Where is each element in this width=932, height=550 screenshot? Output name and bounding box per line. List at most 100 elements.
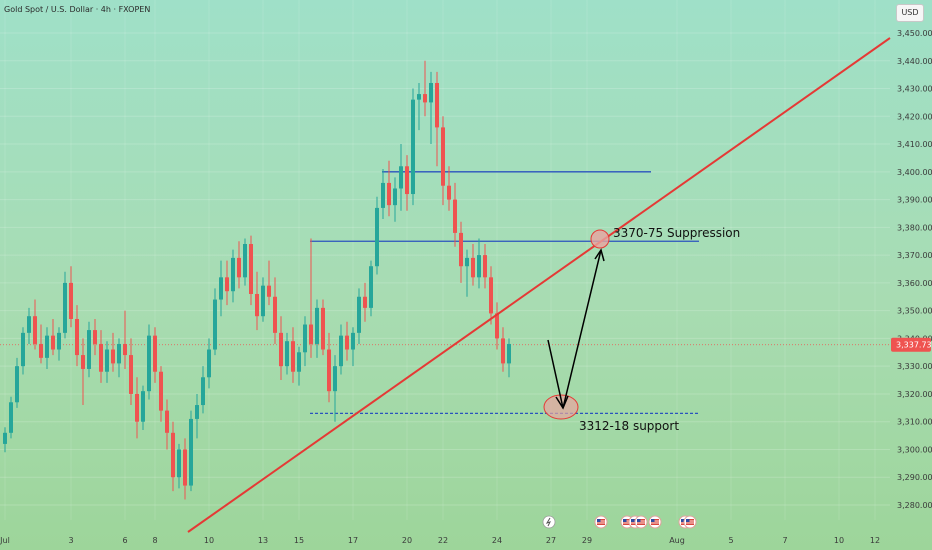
us-flag-icon-canton — [681, 519, 685, 522]
us-flag-icon[interactable] — [683, 515, 697, 529]
time-axis[interactable]: Jul 3 6 8 10 13 15 17 20 22 24 27 29 Aug 5 7 10 12 — [0, 536, 880, 545]
price-tick-label: 3,350.00 — [897, 307, 932, 316]
candles — [0, 60, 890, 500]
candle-body — [63, 282, 67, 333]
candle-body — [465, 257, 469, 267]
us-flag-icon-canton — [637, 519, 641, 522]
candle-body — [75, 318, 79, 356]
price-tick-label: 3,420.00 — [897, 112, 932, 121]
candle-body — [183, 449, 187, 486]
candle-body — [435, 82, 439, 128]
price-tick-label: 3,290.00 — [897, 473, 932, 482]
event-icons — [542, 515, 697, 529]
price-tick-label: 3,370.00 — [897, 251, 932, 260]
candle-body — [375, 207, 379, 267]
candle-body — [45, 335, 49, 358]
candle-body — [87, 330, 91, 369]
candle-body — [501, 338, 505, 364]
resistance-target-circle — [590, 229, 610, 249]
us-flag-icon-canton — [686, 519, 690, 522]
us-flag-icon[interactable] — [648, 515, 662, 529]
candle-body — [117, 343, 121, 364]
flash-icon-bolt — [545, 517, 551, 527]
candle-body — [381, 182, 385, 208]
candle-body — [33, 316, 37, 344]
time-tick-label: 8 — [152, 536, 157, 545]
currency-button[interactable]: USD — [896, 4, 924, 22]
candle-body — [189, 418, 193, 486]
candle-body — [387, 182, 391, 206]
us-flag-icon[interactable] — [634, 515, 648, 529]
candle-body — [171, 432, 175, 478]
candle-body — [399, 166, 403, 189]
price-axis[interactable]: 3,280.00 3,290.00 3,300.00 3,310.00 3,320.00… — [891, 29, 932, 510]
candle-body — [507, 343, 511, 364]
candle-body — [21, 332, 25, 367]
candle-body — [321, 307, 325, 350]
price-tick-label: 3,310.00 — [897, 418, 932, 427]
us-flag-icon-canton — [651, 519, 655, 522]
candle-body — [9, 402, 13, 433]
candle-body — [237, 257, 241, 278]
drawings: 3370-75 Suppression 3312-18 support — [187, 37, 891, 533]
candle-body — [27, 316, 31, 333]
candle-body — [405, 166, 409, 195]
price-tick-label: 3,380.00 — [897, 223, 932, 232]
candle-body — [393, 188, 397, 206]
us-flag-icon-stripes — [637, 519, 645, 525]
candle-body — [81, 355, 85, 369]
candle-body — [351, 332, 355, 350]
candle-body — [195, 405, 199, 419]
candle-body — [411, 99, 415, 195]
time-tick-label: 15 — [294, 536, 304, 545]
price-tick-label: 3,430.00 — [897, 85, 932, 94]
us-flag-icon-stripes — [623, 519, 631, 525]
candle-body — [201, 377, 205, 406]
time-tick-label: 20 — [402, 536, 412, 545]
candle-body — [147, 335, 151, 392]
candle-body — [255, 293, 259, 317]
arrow-head-up — [594, 248, 605, 262]
candle-body — [447, 185, 451, 200]
candle-body — [135, 393, 139, 422]
candle-body — [423, 94, 427, 103]
time-tick-label: Jul — [0, 536, 10, 545]
us-flag-icon-stripes — [686, 519, 694, 525]
candle-body — [123, 343, 127, 356]
flash-icon[interactable] — [542, 515, 556, 529]
candle-body — [177, 449, 181, 478]
current-price-label: 3,337.73 — [896, 341, 932, 350]
candle-body — [495, 313, 499, 339]
time-tick-label: 13 — [258, 536, 268, 545]
time-tick-label: Aug — [669, 536, 685, 545]
candle-body — [273, 296, 277, 333]
candle-body — [105, 349, 109, 372]
candle-body — [339, 335, 343, 367]
time-tick-label: 29 — [582, 536, 592, 545]
time-tick-label: 12 — [870, 536, 880, 545]
candle-body — [471, 257, 475, 278]
candle-body — [57, 332, 61, 350]
us-flag-icon-canton — [623, 519, 627, 522]
candle-body — [165, 410, 169, 433]
candle-body — [441, 127, 445, 186]
current-price-tag[interactable] — [891, 337, 931, 352]
price-tick-label: 3,390.00 — [897, 196, 932, 205]
time-tick-label: 27 — [546, 536, 556, 545]
price-tick-label: 3,320.00 — [897, 390, 932, 399]
candle-body — [369, 266, 373, 308]
candle-body — [267, 285, 271, 297]
price-tick-label: 3,440.00 — [897, 57, 932, 66]
candle-body — [207, 349, 211, 378]
time-tick-label: 22 — [438, 536, 448, 545]
support-target-circle — [543, 394, 579, 420]
candle-body — [429, 82, 433, 103]
time-tick-label: 17 — [348, 536, 358, 545]
time-tick-label: 3 — [68, 536, 73, 545]
us-flag-icon[interactable] — [594, 515, 608, 529]
candle-body — [297, 352, 301, 372]
price-tick-label: 3,300.00 — [897, 445, 932, 454]
